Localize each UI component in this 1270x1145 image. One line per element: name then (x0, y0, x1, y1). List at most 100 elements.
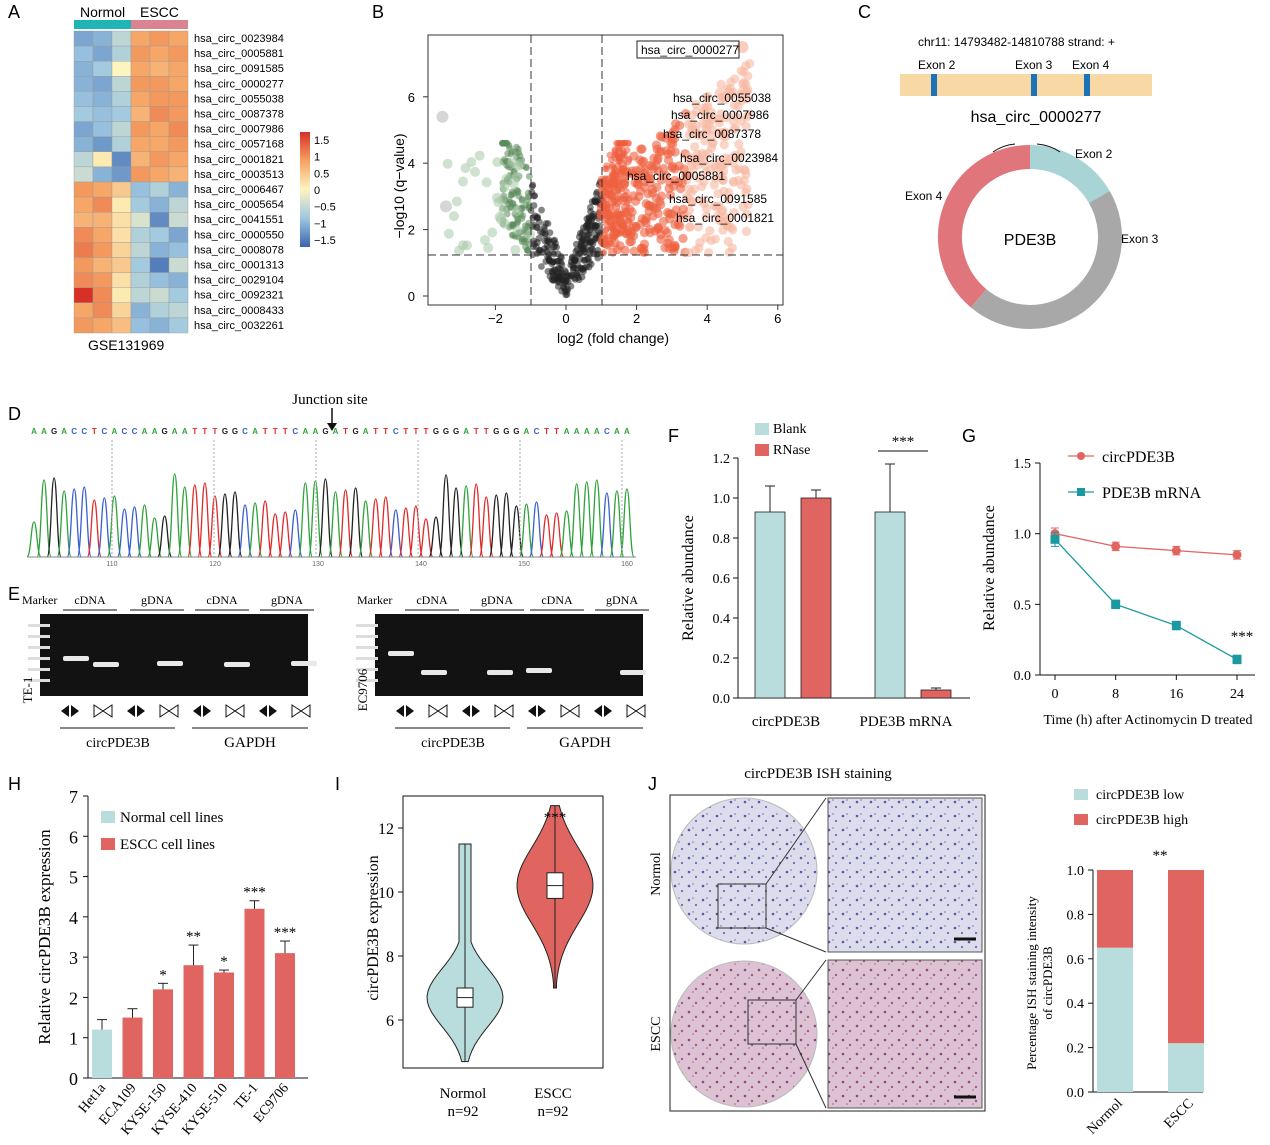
gene-label: hsa_circ_0087378 (194, 109, 284, 121)
panel-label-d: D (8, 404, 21, 424)
heatmap-cell (111, 151, 132, 168)
exon3-label: Exon 3 (1015, 58, 1053, 72)
colorbar-tick: 1.5 (314, 135, 329, 147)
volcano-point-up (692, 106, 702, 117)
volcano-point-down (487, 227, 498, 238)
f-xtick-label: circPDE3B (752, 714, 820, 730)
volcano-point-down (511, 205, 522, 216)
gel-ladder-band (356, 679, 378, 682)
panel-letters: A B C D E F G H I J (8, 2, 976, 794)
heatmap-cell (168, 272, 189, 288)
volcano-point (528, 188, 536, 196)
convergent-primer-icon (494, 704, 514, 718)
volcano-point (542, 258, 550, 265)
heatmap-cell (130, 181, 151, 198)
g-point (1111, 541, 1121, 551)
f-ytick-label: 0.0 (713, 692, 731, 707)
heatmap-cell (73, 121, 94, 137)
volcano-point-up (651, 193, 661, 203)
heatmap-cell (111, 302, 132, 319)
volcano-point (513, 186, 521, 194)
f-ylabel: Relative abundance (680, 515, 697, 641)
volcano-point-up (692, 149, 702, 159)
trace-peak (599, 492, 615, 558)
j-ytick-label: 0.0 (1067, 1086, 1085, 1101)
heatmap-cell (73, 272, 94, 288)
volcano-point-up (678, 204, 688, 214)
volcano-point-up (729, 176, 739, 186)
exon2-block (931, 74, 937, 96)
volcano-point-up (681, 171, 691, 181)
trace-peak (317, 478, 334, 558)
volcano-point-up (671, 119, 681, 129)
gel-ladder-band (28, 657, 50, 660)
chart-f: 0.0 0.2 0.4 0.6 0.8 1.0 1.2 circPDE3B PDE3B mRNA… (680, 422, 970, 730)
volcano-point-up (742, 209, 752, 219)
heatmap-cell (130, 302, 151, 319)
heatmap-cell (73, 211, 94, 228)
volcano-point-up (667, 243, 677, 253)
chart-g: 0.0 0.5 1.0 1.5 0 8 16 24 circPDE3B PDE3B mRNA ***… (981, 449, 1255, 728)
volcano-point-labels: hsa_circ_0055038 hsa_circ_0007986 hsa_circ… (627, 91, 778, 225)
gel-ladder-band (356, 624, 378, 627)
gel-band (157, 661, 183, 666)
trace-peak (378, 496, 394, 558)
volcano-point-label: hsa_circ_0023984 (680, 151, 778, 165)
heatmap-cell (149, 257, 170, 273)
h-ytick-label: 6 (69, 827, 78, 847)
sequence-base: A (614, 427, 620, 436)
colorbar-tick: 0.5 (314, 168, 329, 180)
trace-peak (177, 486, 193, 558)
volcano-point-up (709, 180, 719, 190)
chart-i: 6 8 10 12 Normol n=92 ESCC n=92 *** circPDE3B exp… (365, 795, 604, 1120)
heatmap-cell (111, 211, 132, 228)
volcano-point-label: hsa_circ_0001821 (676, 211, 774, 225)
volcano-point (555, 264, 563, 272)
gel-group-label: GAPDH (559, 735, 611, 751)
trace-peak (187, 484, 203, 558)
volcano-point-down (442, 158, 453, 169)
heatmap-cell (111, 106, 132, 122)
heatmap-cell (168, 151, 189, 168)
heatmap-cell (149, 272, 170, 288)
g-xtick-label: 8 (1112, 687, 1119, 702)
heatmap-cell (92, 30, 113, 47)
heatmap-cell (168, 181, 189, 198)
heatmap-cell (73, 317, 94, 334)
f-significance: *** (892, 434, 915, 450)
ish-panel: circPDE3B ISH staining (649, 766, 986, 1112)
volcano-point (564, 273, 572, 280)
ring-label-exon4: Exon 4 (905, 189, 943, 203)
gel-lane-label: gDNA (481, 593, 513, 607)
volcano-point (536, 218, 543, 226)
heatmap-cell (92, 121, 113, 137)
heatmap-cell (168, 196, 189, 213)
h-bar (275, 953, 295, 1078)
heatmap-cell (92, 151, 113, 168)
heatmap-cell (130, 227, 151, 243)
gene-label: hsa_circ_0005654 (194, 199, 284, 211)
heatmap-cell (168, 136, 189, 152)
heatmap-cell (130, 76, 151, 92)
volcano-point (531, 212, 539, 220)
j-bar-segment (1168, 870, 1204, 1044)
volcano-point-up (693, 160, 703, 170)
sequence-base: G (51, 427, 57, 436)
volcano-point-up (723, 194, 734, 204)
heatmap-panel: Normol ESCC hsa_circ_0023984 hsa_circ_000… (73, 4, 336, 353)
gel-band (93, 662, 119, 667)
sequence-base: C (604, 427, 610, 436)
trace-peak (518, 503, 535, 558)
volcano-ylabel: −log10 (q−value) (391, 133, 407, 238)
volcano-point-up (710, 173, 720, 183)
sequence-base: C (122, 427, 128, 436)
i-n-label: n=92 (538, 1104, 569, 1120)
gene-label: hsa_circ_0057168 (194, 139, 284, 151)
sequence-base: A (142, 427, 148, 436)
heatmap-cell (111, 181, 132, 198)
group-label-normal: Normol (80, 4, 125, 20)
heatmap-cell (111, 76, 132, 92)
g-xtick-label: 0 (1052, 687, 1059, 702)
volcano-point-up (665, 130, 675, 141)
volcano-point-up (708, 137, 718, 148)
